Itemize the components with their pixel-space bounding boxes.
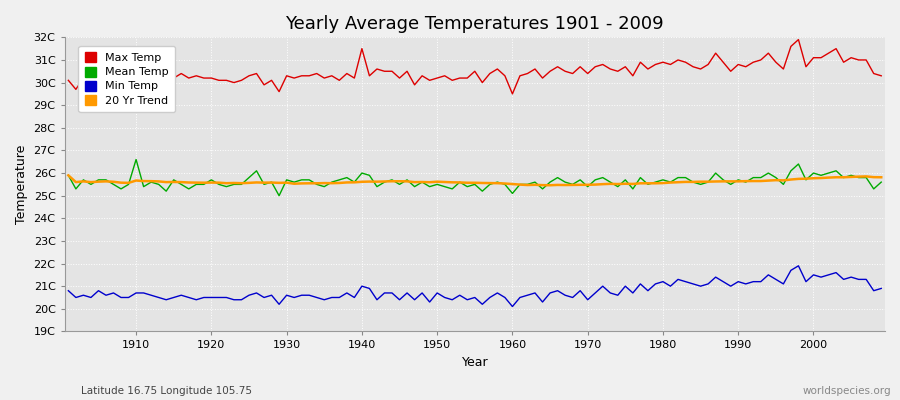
Mean Temp (522, 182, 533, 187)
Min Temp (605, 290, 616, 295)
Max Temp (507, 92, 517, 96)
Line: Mean Temp: Mean Temp (68, 160, 881, 196)
Max Temp (63, 78, 74, 83)
20 Yr Trend (544, 183, 555, 188)
20 Yr Trend (876, 175, 886, 180)
20 Yr Trend (507, 182, 517, 186)
Min Temp (123, 295, 134, 300)
Mean Temp (274, 193, 284, 198)
Max Temp (161, 92, 172, 96)
Text: worldspecies.org: worldspecies.org (803, 386, 891, 396)
X-axis label: Year: Year (462, 356, 488, 369)
Max Temp (605, 67, 616, 72)
Min Temp (500, 295, 510, 300)
Max Temp (341, 71, 352, 76)
Mean Temp (349, 180, 360, 184)
Mean Temp (304, 178, 315, 182)
Mean Temp (63, 173, 74, 178)
Line: Max Temp: Max Temp (68, 40, 881, 94)
20 Yr Trend (334, 180, 345, 185)
Max Temp (296, 73, 307, 78)
Max Temp (876, 73, 886, 78)
Mean Temp (612, 184, 623, 189)
20 Yr Trend (500, 181, 510, 186)
20 Yr Trend (289, 181, 300, 186)
Max Temp (515, 73, 526, 78)
Text: Latitude 16.75 Longitude 105.75: Latitude 16.75 Longitude 105.75 (81, 386, 252, 396)
Title: Yearly Average Temperatures 1901 - 2009: Yearly Average Temperatures 1901 - 2009 (285, 15, 664, 33)
Y-axis label: Temperature: Temperature (15, 145, 28, 224)
Min Temp (793, 264, 804, 268)
Min Temp (334, 295, 345, 300)
Line: 20 Yr Trend: 20 Yr Trend (68, 175, 881, 185)
Legend: Max Temp, Mean Temp, Min Temp, 20 Yr Trend: Max Temp, Mean Temp, Min Temp, 20 Yr Tre… (78, 46, 176, 112)
Min Temp (507, 304, 517, 309)
Min Temp (63, 288, 74, 293)
Max Temp (123, 78, 134, 83)
Min Temp (876, 286, 886, 291)
Mean Temp (123, 182, 134, 187)
20 Yr Trend (63, 173, 74, 178)
20 Yr Trend (123, 180, 134, 185)
Line: Min Temp: Min Temp (68, 266, 881, 306)
Mean Temp (876, 180, 886, 184)
Mean Temp (515, 182, 526, 187)
Mean Temp (130, 157, 141, 162)
Min Temp (289, 295, 300, 300)
20 Yr Trend (605, 182, 616, 186)
Max Temp (793, 37, 804, 42)
Min Temp (515, 295, 526, 300)
